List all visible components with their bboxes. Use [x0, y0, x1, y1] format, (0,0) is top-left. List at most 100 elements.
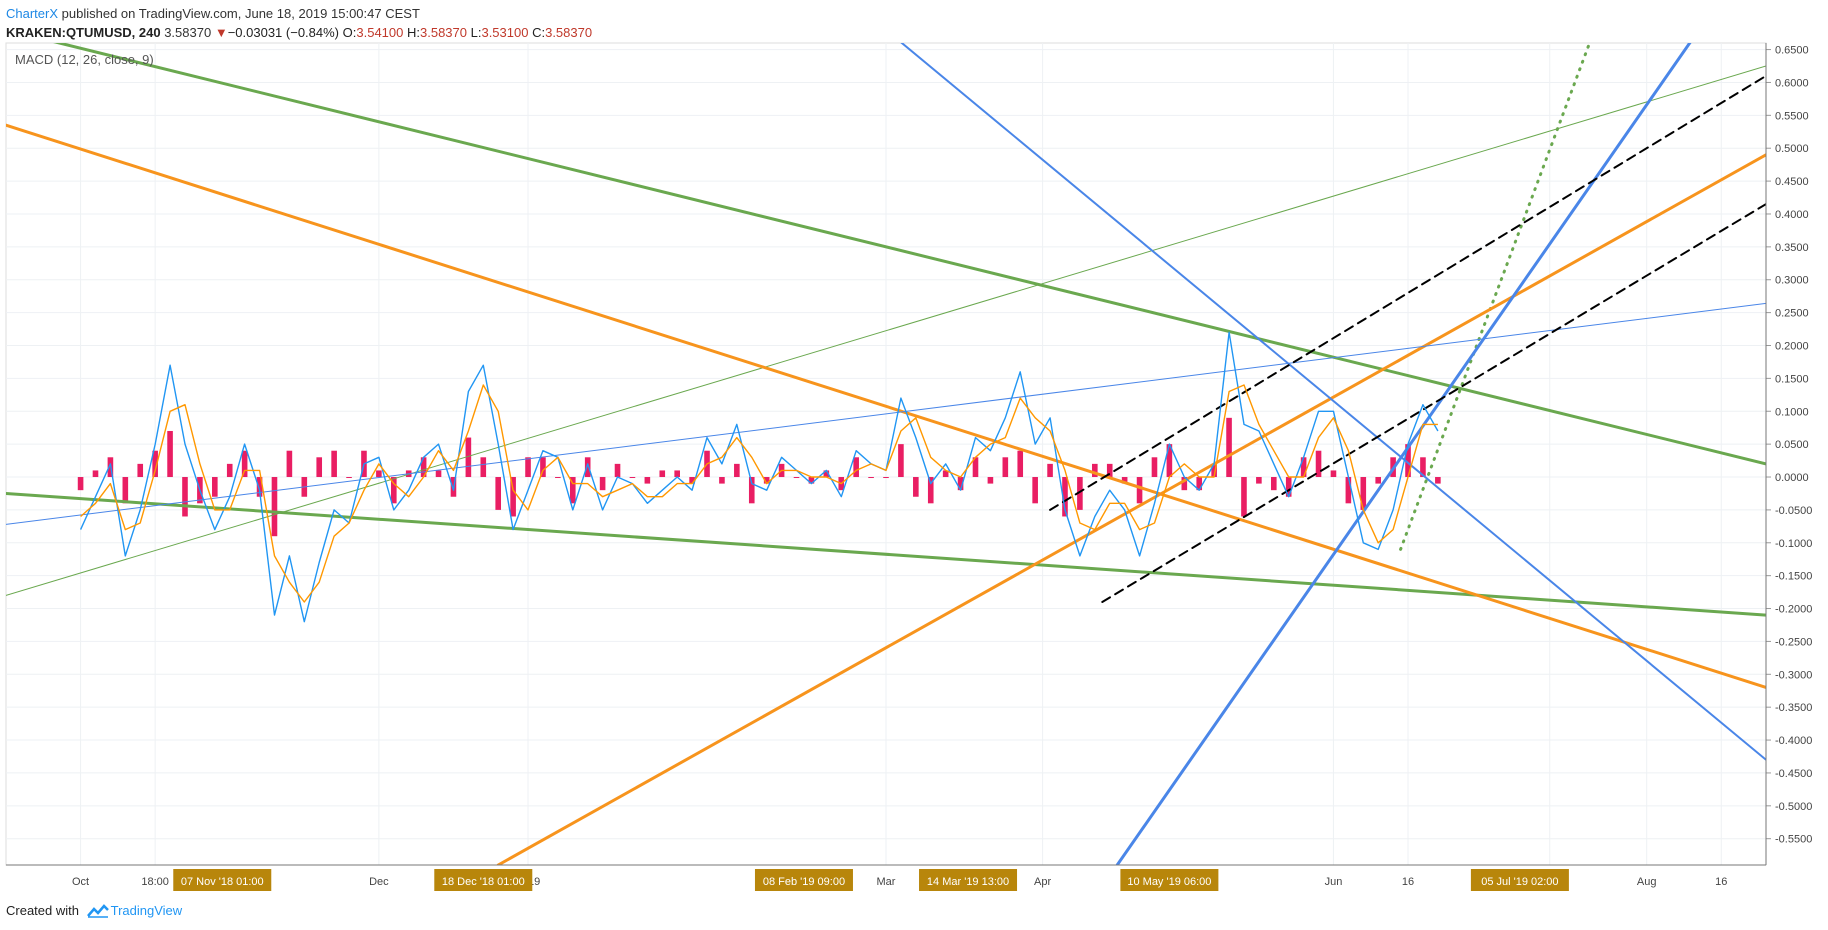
- histogram-bar: [734, 463, 740, 478]
- macd-chart[interactable]: 0.6500 0.6000 0.5500 0.5000 0.4500 0.4000 0.35…: [0, 0, 1828, 900]
- histogram-bar: [1121, 477, 1128, 484]
- y-tick-label: -0.2500: [1775, 636, 1812, 648]
- indicator-label: MACD (12, 26, close, 9): [15, 52, 154, 67]
- x-tick-label: Aug: [1637, 876, 1657, 888]
- histogram-bar: [256, 477, 263, 497]
- histogram-bar: [510, 477, 516, 517]
- histogram-bar: [555, 477, 561, 479]
- histogram-bar: [1256, 477, 1262, 484]
- y-tick-label: -0.5500: [1775, 834, 1812, 846]
- open-label: O:: [342, 25, 357, 40]
- tradingview-brand[interactable]: TradingView: [110, 903, 183, 918]
- y-tick-label: 0.6000: [1775, 77, 1809, 89]
- histogram-bar: [883, 477, 889, 479]
- histogram-bar: [689, 477, 695, 484]
- y-tick-label: 0.1000: [1775, 406, 1809, 418]
- high-label: H:: [407, 25, 420, 40]
- histogram-bar: [152, 450, 158, 478]
- histogram-bar: [1181, 477, 1188, 491]
- histogram-bar: [1435, 477, 1441, 484]
- histogram-bar: [525, 457, 531, 478]
- black-trendline: [1101, 203, 1766, 603]
- x-highlight-badge: [173, 869, 272, 891]
- x-highlight-badge: [1470, 869, 1569, 891]
- histogram-bar: [719, 477, 725, 484]
- y-tick-label: 0.0500: [1775, 439, 1809, 451]
- histogram-bar: [1360, 477, 1367, 510]
- chart-axes: 0.6500 0.6000 0.5500 0.5000 0.4500 0.4000 0.35…: [6, 43, 1812, 891]
- histogram-bar: [1330, 470, 1337, 478]
- histogram-bar: [1151, 457, 1158, 478]
- histogram-bar: [1241, 477, 1247, 517]
- y-tick-label: 0.0000: [1775, 472, 1809, 484]
- histogram-bar: [927, 477, 934, 504]
- histogram-bar: [972, 457, 979, 478]
- histogram-bar: [1211, 463, 1217, 478]
- histogram-bar: [868, 477, 874, 479]
- blue-trendline: [1115, 43, 1692, 865]
- tradingview-logo-icon: [86, 904, 109, 918]
- y-tick-label: -0.2000: [1775, 604, 1812, 616]
- black-trendline: [1049, 74, 1766, 511]
- histogram-bar: [480, 457, 487, 478]
- histogram-bar: [1196, 477, 1203, 491]
- histogram-bar: [1166, 444, 1173, 478]
- histogram-bar: [465, 437, 472, 478]
- histogram-bar: [1345, 477, 1352, 504]
- histogram-bar: [1226, 417, 1232, 478]
- y-tick-label: -0.1000: [1775, 538, 1812, 550]
- histogram-bar: [1285, 477, 1292, 497]
- histogram-bar: [271, 477, 278, 537]
- y-tick-label: -0.3000: [1775, 669, 1812, 681]
- histogram-bar: [569, 477, 576, 504]
- histogram-bar: [763, 477, 770, 484]
- y-tick-label: -0.1500: [1775, 571, 1812, 583]
- green-trendline: [53, 43, 1766, 466]
- open-value: 3.54100: [356, 25, 404, 40]
- last-price: 3.58370: [164, 25, 212, 40]
- histogram-bar: [435, 470, 442, 478]
- histogram-bar: [1032, 477, 1038, 504]
- y-tick-label: -0.0500: [1775, 505, 1812, 517]
- histogram-bar: [659, 470, 666, 478]
- low-label: L:: [470, 25, 482, 40]
- histogram-bar: [1092, 463, 1098, 478]
- x-highlight-label: 08 Feb '19 09:00: [763, 876, 845, 888]
- author-link[interactable]: CharterX: [6, 6, 59, 21]
- histogram-bar: [913, 477, 919, 497]
- x-tick-label: 18:00: [141, 876, 169, 888]
- histogram-bar: [629, 477, 636, 479]
- histogram-bar: [226, 463, 233, 478]
- x-highlight-label: 10 May '19 06:00: [1127, 876, 1211, 888]
- chart-grid: [5, 42, 1767, 866]
- x-tick-label: Apr: [1034, 876, 1051, 888]
- ohlc-line: KRAKEN:QTUMUSD, 240 3.58370 ▼−0.03031 (−…: [6, 23, 592, 42]
- change-value: −0.03031 (−0.84%): [227, 25, 340, 40]
- x-tick-label: Mar: [877, 876, 896, 888]
- histogram-bar: [137, 463, 144, 478]
- histogram-bar: [1270, 477, 1277, 491]
- plot-area[interactable]: [6, 30, 1766, 865]
- low-value: 3.53100: [481, 25, 529, 40]
- histogram-bar: [599, 477, 606, 491]
- histogram-bar: [346, 477, 352, 479]
- x-tick-label: 16: [1402, 876, 1414, 888]
- histogram-bar: [808, 477, 815, 484]
- histogram-bar: [853, 457, 859, 478]
- close-value: 3.58370: [545, 25, 593, 40]
- histogram-bar: [1077, 477, 1083, 510]
- y-tick-label: -0.4500: [1775, 768, 1812, 780]
- y-tick-label: 0.4500: [1775, 176, 1809, 188]
- x-tick-label: Dec: [369, 876, 389, 888]
- footer: Created with TradingView: [6, 903, 182, 918]
- histogram-bar: [376, 470, 382, 478]
- close-label: C:: [532, 25, 546, 40]
- x-highlight-badge: [919, 869, 1018, 891]
- y-tick-label: 0.2000: [1775, 340, 1809, 352]
- histogram-bar: [390, 477, 397, 504]
- x-tick-label: 16: [1715, 876, 1727, 888]
- histogram-bar: [898, 444, 904, 478]
- histogram-bar: [540, 457, 546, 478]
- histogram-bar: [286, 450, 293, 478]
- histogram-bar: [495, 477, 502, 510]
